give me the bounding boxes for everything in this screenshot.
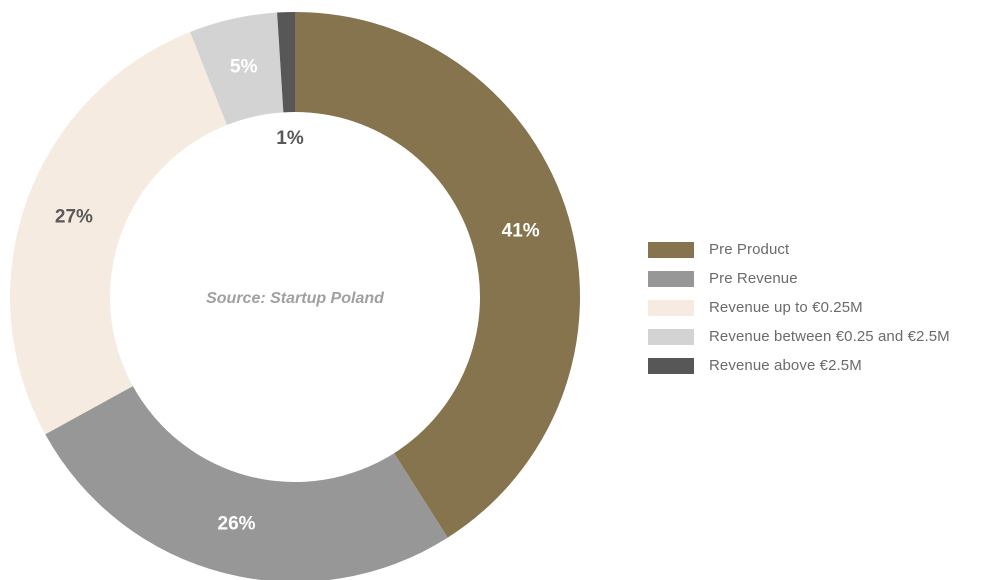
slice-revenue-up-to-0-25m bbox=[9, 32, 227, 435]
legend-item-pre-product: Pre Product bbox=[648, 235, 990, 264]
legend-item-revenue-between: Revenue between €0.25 and €2.5M bbox=[648, 322, 990, 351]
source-note: Source: Startup Poland bbox=[206, 290, 384, 307]
slice-pre-product bbox=[295, 12, 581, 538]
legend-swatch-pre-revenue bbox=[648, 270, 694, 287]
legend-swatch-revenue-between bbox=[648, 328, 694, 345]
legend-label-revenue-between: Revenue between €0.25 and €2.5M bbox=[709, 328, 950, 345]
legend-label-pre-revenue: Pre Revenue bbox=[709, 270, 798, 287]
legend-label-revenue-above: Revenue above €2.5M bbox=[709, 357, 862, 374]
data-label-pre-revenue: 26% bbox=[218, 514, 256, 535]
data-label-revenue-between-0-25-and-2-5m: 5% bbox=[230, 57, 258, 78]
legend-label-pre-product: Pre Product bbox=[709, 241, 790, 258]
legend-swatch-pre-product bbox=[648, 241, 694, 258]
legend-swatch-revenue-up-to-025m bbox=[648, 299, 694, 316]
legend-label-revenue-up-to-025m: Revenue up to €0.25M bbox=[709, 299, 863, 316]
legend: Pre Product Pre Revenue Revenue up to €0… bbox=[648, 235, 990, 380]
data-label-pre-product: 41% bbox=[502, 220, 540, 241]
slice-revenue-above-2-5m bbox=[277, 12, 295, 113]
data-label-revenue-up-to-0-25m: 27% bbox=[55, 206, 93, 227]
legend-item-pre-revenue: Pre Revenue bbox=[648, 264, 990, 293]
slice-revenue-between-0-25-and-2-5m bbox=[190, 12, 284, 125]
legend-item-revenue-up-to-025m: Revenue up to €0.25M bbox=[648, 293, 990, 322]
slice-pre-revenue bbox=[45, 386, 448, 580]
legend-swatch-revenue-above bbox=[648, 357, 694, 374]
data-label-revenue-above-2-5m: 1% bbox=[276, 128, 304, 149]
legend-item-revenue-above: Revenue above €2.5M bbox=[648, 351, 990, 380]
